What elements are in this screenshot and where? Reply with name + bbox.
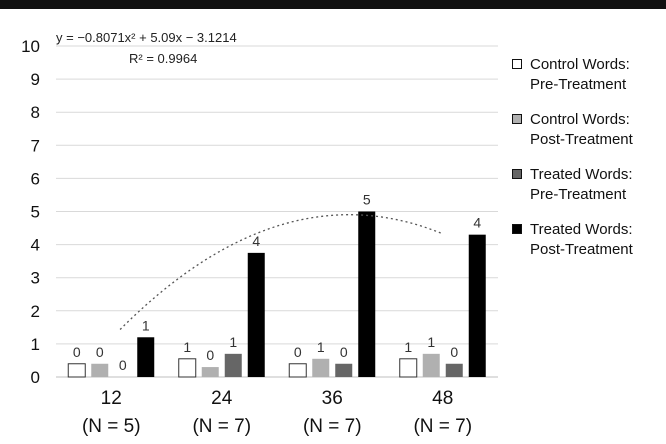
x-axis-tick-labels: 12 (N = 5) 24 (N = 7) 36 (N = 7) 48 (N = 7)	[82, 388, 472, 437]
legend-label: Control Words:	[530, 56, 630, 73]
bar	[312, 358, 330, 377]
y-tick-label: 3	[31, 269, 40, 288]
bar	[201, 367, 219, 377]
bar-data-label: 0	[119, 357, 127, 373]
bar	[445, 363, 463, 377]
x-tick-label: (N = 7)	[192, 416, 251, 437]
y-tick-label: 10	[21, 37, 40, 56]
bar-data-label: 1	[229, 334, 237, 350]
legend-swatch	[512, 59, 522, 69]
legend-swatch	[512, 224, 522, 234]
bar-data-label: 1	[427, 334, 435, 350]
trendline-equation: y = −0.8071x² + 5.09x − 3.1214	[56, 30, 237, 45]
bar-data-label: 0	[206, 347, 214, 363]
bar	[178, 358, 197, 378]
bar-data-label: 1	[142, 317, 150, 333]
legend-label: Pre-Treatment	[530, 76, 627, 93]
legend-label: Post-Treatment	[530, 241, 633, 258]
bar	[247, 252, 265, 377]
bar	[224, 353, 242, 377]
y-tick-label: 2	[31, 302, 40, 321]
x-tick-label: 24	[211, 388, 233, 409]
trendline-curve	[119, 214, 443, 330]
bar-data-label: 0	[450, 344, 458, 360]
bar-data-label: 0	[340, 344, 348, 360]
chart-legend: Control Words: Pre-Treatment Control Wor…	[512, 55, 662, 275]
bar	[67, 363, 86, 378]
x-tick-label: 36	[322, 388, 343, 409]
legend-label: Treated Words:	[530, 221, 633, 238]
bar-data-label: 1	[183, 339, 191, 355]
bar	[358, 211, 376, 377]
x-tick-label: (N = 5)	[82, 416, 141, 437]
legend-label: Post-Treatment	[530, 131, 633, 148]
legend-label: Control Words:	[530, 111, 630, 128]
bar-data-label: 1	[404, 339, 412, 355]
bar-data-label: 0	[73, 344, 81, 360]
legend-item: Treated Words: Post-Treatment	[512, 220, 662, 275]
bar	[335, 363, 353, 377]
bar-data-label: 4	[252, 233, 260, 249]
bar-data-label: 0	[96, 344, 104, 360]
bars	[67, 211, 486, 378]
y-axis-tick-labels: 0 1 2 3 4 5 6 7 8 9 10	[21, 37, 40, 387]
bar-data-label: 0	[294, 344, 302, 360]
trendline	[119, 214, 443, 330]
top-border-bar	[0, 0, 666, 9]
y-tick-label: 9	[31, 70, 40, 89]
bar	[422, 353, 440, 377]
x-tick-label: (N = 7)	[303, 416, 362, 437]
trendline-r-squared: R² = 0.9964	[129, 51, 198, 66]
bar-data-label: 4	[473, 215, 481, 231]
y-tick-label: 0	[31, 368, 40, 387]
bar	[91, 363, 109, 377]
x-tick-label: 12	[101, 388, 122, 409]
bar-data-label: 5	[363, 192, 371, 208]
bar	[399, 358, 418, 378]
legend-swatch	[512, 169, 522, 179]
legend-label: Treated Words:	[530, 166, 633, 183]
bar	[137, 337, 155, 377]
y-tick-label: 4	[31, 236, 40, 255]
legend-label: Pre-Treatment	[530, 186, 627, 203]
y-tick-label: 6	[31, 169, 40, 188]
y-tick-label: 1	[31, 335, 40, 354]
bar-data-label: 1	[317, 339, 325, 355]
x-tick-label: (N = 7)	[413, 416, 472, 437]
legend-item: Control Words: Pre-Treatment	[512, 55, 662, 110]
gridlines	[56, 45, 498, 378]
legend-swatch	[512, 114, 522, 124]
x-tick-label: 48	[432, 388, 453, 409]
bar	[468, 234, 486, 377]
legend-item: Control Words: Post-Treatment	[512, 110, 662, 165]
legend-item: Treated Words: Pre-Treatment	[512, 165, 662, 220]
y-tick-label: 7	[31, 136, 40, 155]
y-tick-label: 5	[31, 203, 40, 222]
bar	[288, 363, 307, 378]
y-tick-label: 8	[31, 103, 40, 122]
